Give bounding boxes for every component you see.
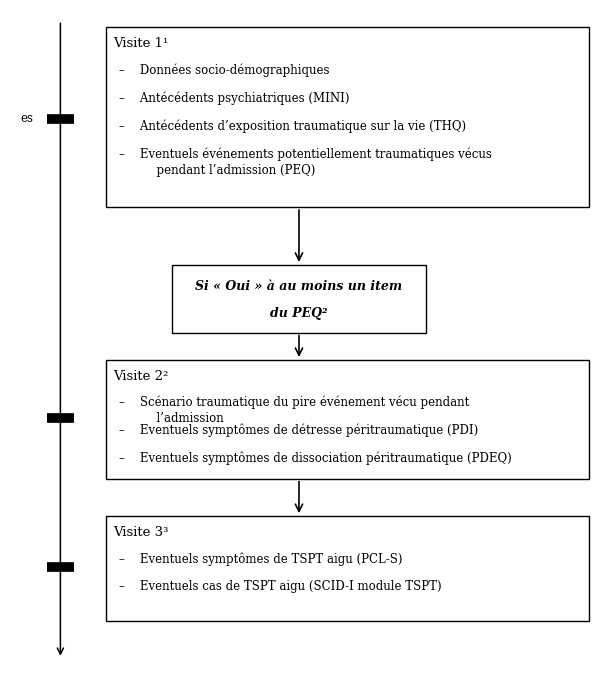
- Text: Visite 3³: Visite 3³: [113, 526, 169, 539]
- Text: es: es: [20, 112, 33, 126]
- Text: Visite 1¹: Visite 1¹: [113, 37, 168, 50]
- Text: –    Antécédents d’exposition traumatique sur la vie (THQ): – Antécédents d’exposition traumatique s…: [119, 120, 466, 132]
- Text: –    Eventuels symptômes de dissociation péritraumatique (PDEQ): – Eventuels symptômes de dissociation pé…: [119, 452, 512, 465]
- Text: Si « Oui » à au moins un item: Si « Oui » à au moins un item: [196, 280, 402, 293]
- Text: –    Données socio-démographiques: – Données socio-démographiques: [119, 63, 330, 77]
- Text: –    Eventuels cas de TSPT aigu (SCID-I module TSPT): – Eventuels cas de TSPT aigu (SCID-I mod…: [119, 580, 442, 593]
- FancyBboxPatch shape: [172, 265, 426, 333]
- FancyBboxPatch shape: [106, 516, 589, 621]
- Text: –    Scénario traumatique du pire événement vécu pendant
          l’admission: – Scénario traumatique du pire événement…: [119, 396, 469, 425]
- Text: –    Eventuels événements potentiellement traumatiques vécus
          pendant l: – Eventuels événements potentiellement t…: [119, 147, 492, 177]
- Text: Visite 2²: Visite 2²: [113, 370, 169, 383]
- Text: –    Antécédents psychiatriques (MINI): – Antécédents psychiatriques (MINI): [119, 91, 350, 105]
- Text: –    Eventuels symptômes de TSPT aigu (PCL-S): – Eventuels symptômes de TSPT aigu (PCL-…: [119, 552, 402, 566]
- FancyBboxPatch shape: [106, 360, 589, 479]
- Text: –    Eventuels symptômes de détresse péritraumatique (PDI): – Eventuels symptômes de détresse péritr…: [119, 424, 478, 437]
- Text: du PEQ²: du PEQ²: [270, 307, 328, 320]
- FancyBboxPatch shape: [106, 27, 589, 207]
